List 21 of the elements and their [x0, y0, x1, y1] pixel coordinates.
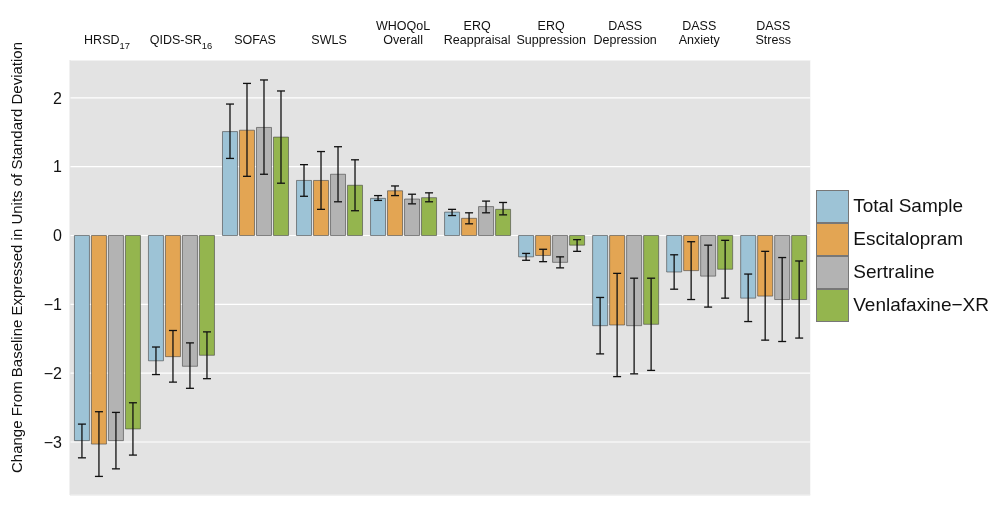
y-axis-title: Change From Baseline Expressed in Units of Standard Deviation — [8, 41, 26, 474]
y-tick-label: 2 — [53, 89, 63, 107]
y-tick-label: −1 — [43, 296, 63, 314]
legend-label: Total Sample — [853, 195, 964, 217]
y-tick-label: 1 — [53, 158, 63, 176]
x-tick-label: DASS Anxiety — [678, 19, 721, 47]
x-tick-label: ERQ Reappraisal — [443, 19, 511, 47]
y-tick-label: 0 — [53, 227, 63, 245]
x-tick-label: DASS Depression — [593, 19, 657, 47]
legend-label: Venlafaxine−XR — [853, 294, 989, 316]
x-tick-label: QIDS-SR$_{16}$ — [149, 33, 213, 51]
x-tick-label: ERQ Suppression — [516, 19, 586, 47]
y-tick-label: −3 — [43, 433, 63, 451]
x-tick-label: SWLS — [311, 33, 347, 47]
x-tick-label: WHOQoL Overall — [376, 19, 431, 47]
y-tick-label: −2 — [43, 364, 63, 382]
x-tick-label: HRSD$_{17}$ — [84, 33, 130, 51]
legend-label: Escitalopram — [853, 228, 964, 250]
x-tick-label: SOFAS — [234, 33, 276, 47]
legend-label: Sertraline — [853, 261, 935, 283]
x-tick-label: DASS Stress — [755, 19, 791, 47]
